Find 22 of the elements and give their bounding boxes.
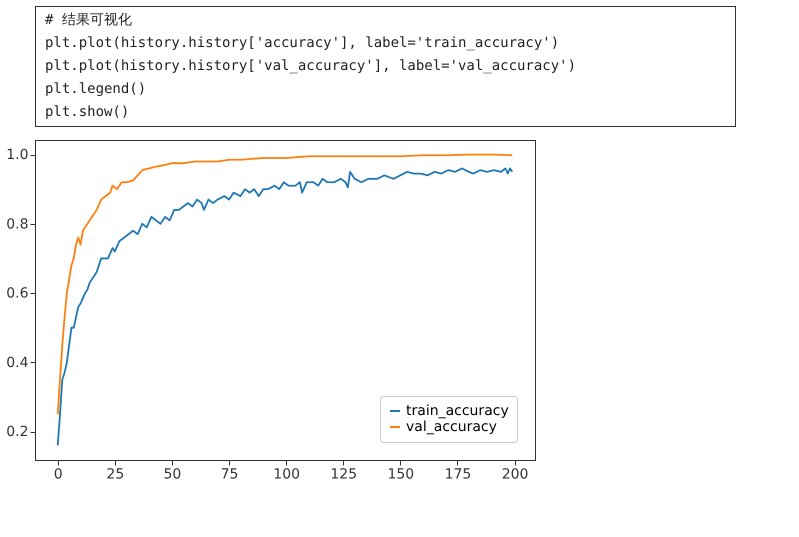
x-tick-label: 0 [54,466,63,482]
legend-label: train_accuracy [406,403,509,419]
y-tick-label: 0.6 [6,286,29,302]
y-tick-label: 0.4 [6,354,29,371]
text: plt.plot(history.history['val_accuracy'], label='val_accuracy') [45,58,576,74]
text: plt.legend() [45,81,146,98]
x-tick-label: 125 [330,466,358,482]
x-tick-label: 50 [164,466,182,482]
text: plt.plot(history.history['accuracy'], label='train_accuracy') [45,34,560,51]
x-tick-label: 200 [502,466,528,482]
x-tick-label: 25 [106,466,124,482]
legend-label: val_accuracy [406,419,497,435]
y-tick-label: 0.8 [6,216,28,232]
x-tick-label: 100 [273,466,300,482]
y-tick-label: 0.2 [6,424,28,440]
text: # 结果可视化 [45,12,132,28]
y-tick-label: 1.0 [6,147,28,164]
x-tick-label: 175 [444,466,472,482]
x-tick-label: 150 [387,466,414,482]
text: plt.show() [45,104,130,120]
x-tick-label: 75 [220,466,238,482]
line-series [56,168,514,446]
